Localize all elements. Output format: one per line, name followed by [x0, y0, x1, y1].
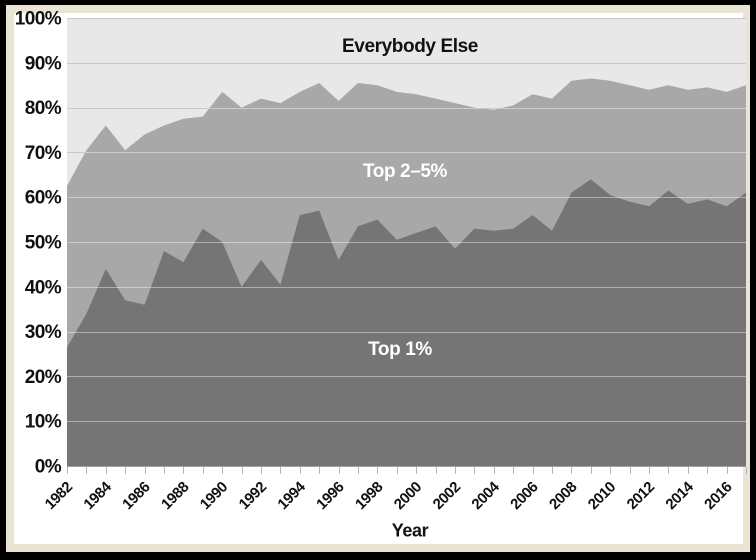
y-tick-label: 30% — [25, 322, 62, 343]
x-tick-label: 1996 — [313, 479, 347, 513]
y-tick-label: 90% — [25, 53, 62, 74]
y-tick-label: 0% — [35, 457, 62, 478]
x-tick-label: 1992 — [236, 479, 270, 513]
x-tick-label: 2006 — [507, 479, 541, 513]
y-tick-label: 40% — [25, 277, 62, 298]
x-tick-label: 2004 — [468, 478, 503, 513]
x-axis-title: Year — [391, 520, 429, 541]
x-tick-label: 2000 — [391, 479, 425, 513]
x-tick-label: 2012 — [624, 479, 658, 513]
y-tick-label: 60% — [25, 188, 62, 209]
area-label-top-2-5: Top 2–5% — [362, 161, 448, 182]
y-tick-label: 80% — [25, 98, 62, 119]
x-tick-label: 1998 — [352, 479, 386, 513]
x-tick-label: 1982 — [42, 479, 76, 513]
area-label-top-1: Top 1% — [368, 339, 432, 360]
x-tick-label: 2016 — [701, 479, 735, 513]
y-tick-label: 100% — [15, 9, 62, 30]
x-tick-label: 1988 — [158, 479, 192, 513]
x-tick-label: 1994 — [274, 478, 309, 513]
x-tick-label: 2014 — [662, 478, 697, 513]
x-tick-label: 1990 — [197, 479, 231, 513]
y-tick-label: 70% — [25, 143, 62, 164]
y-tick-label: 50% — [25, 233, 62, 254]
x-tick-label: 2002 — [430, 479, 464, 513]
x-tick-label: 2010 — [585, 479, 619, 513]
x-tick-label: 1984 — [80, 478, 115, 513]
x-tick-label: 2008 — [546, 479, 580, 513]
y-tick-label: 20% — [25, 367, 62, 388]
area-label-everybody-else: Everybody Else — [342, 36, 478, 57]
y-tick-label: 10% — [25, 412, 62, 433]
x-tick-label: 1986 — [119, 479, 153, 513]
